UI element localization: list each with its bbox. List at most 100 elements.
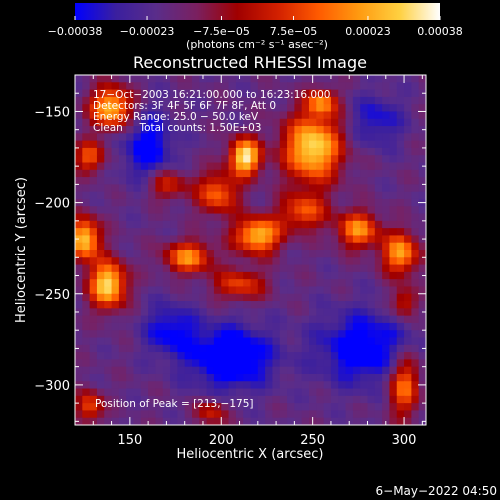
heatmap-cell bbox=[170, 206, 178, 215]
heatmap-cell bbox=[221, 242, 230, 251]
heatmap-cell bbox=[352, 89, 361, 98]
heatmap-cell bbox=[330, 228, 339, 237]
heatmap-cell bbox=[235, 271, 244, 280]
heatmap-cell bbox=[235, 213, 244, 222]
heatmap-cell bbox=[162, 257, 171, 266]
heatmap-cell bbox=[279, 126, 288, 134]
heatmap-cell bbox=[82, 118, 91, 127]
heatmap-cell bbox=[118, 286, 127, 295]
heatmap-cell bbox=[89, 82, 98, 91]
heatmap-cell bbox=[118, 169, 127, 178]
heatmap-cell bbox=[243, 235, 252, 244]
heatmap-cell bbox=[301, 89, 310, 98]
heatmap-cell bbox=[309, 242, 317, 251]
heatmap-cell bbox=[404, 250, 412, 258]
heatmap-cell bbox=[206, 213, 215, 222]
heatmap-cell bbox=[89, 198, 98, 207]
heatmap-cell bbox=[96, 315, 105, 324]
heatmap-cell bbox=[133, 315, 142, 324]
heatmap-cell bbox=[265, 228, 274, 237]
heatmap-cell bbox=[418, 206, 426, 215]
heatmap-cell bbox=[279, 184, 288, 193]
heatmap-cell bbox=[243, 220, 252, 229]
heatmap-cell bbox=[206, 271, 215, 280]
heatmap-cell bbox=[301, 198, 310, 207]
heatmap-cell bbox=[213, 228, 222, 237]
heatmap-cell bbox=[104, 293, 113, 302]
heatmap-cell bbox=[382, 403, 391, 412]
heatmap-cell bbox=[82, 293, 91, 302]
heatmap-cell bbox=[148, 395, 157, 404]
heatmap-cell bbox=[338, 177, 347, 185]
heatmap-cell bbox=[287, 257, 295, 266]
heatmap-cell bbox=[111, 308, 120, 317]
heatmap-cell bbox=[265, 235, 274, 244]
heatmap-cell bbox=[396, 264, 405, 273]
heatmap-cell bbox=[367, 213, 376, 222]
heatmap-cell bbox=[89, 169, 98, 178]
heatmap-cell bbox=[374, 155, 383, 164]
heatmap-cell bbox=[294, 366, 303, 375]
heatmap-cell bbox=[243, 104, 252, 113]
heatmap-cell bbox=[82, 322, 91, 331]
heatmap-cell bbox=[382, 410, 391, 419]
heatmap-cell bbox=[382, 242, 391, 251]
heatmap-cell bbox=[170, 220, 178, 229]
heatmap-cell bbox=[75, 322, 83, 331]
heatmap-cell bbox=[111, 344, 120, 353]
heatmap-cell bbox=[338, 75, 347, 83]
heatmap-cell bbox=[374, 359, 383, 368]
heatmap-cell bbox=[177, 395, 186, 404]
heatmap-cell bbox=[170, 322, 178, 331]
heatmap-cell bbox=[418, 410, 426, 419]
heatmap-cell bbox=[118, 403, 127, 412]
heatmap-cell bbox=[82, 177, 91, 185]
heatmap-cell bbox=[192, 155, 200, 164]
heatmap-cell bbox=[104, 308, 113, 317]
heatmap-cell bbox=[330, 395, 339, 404]
heatmap-cell bbox=[228, 395, 237, 404]
heatmap-cell bbox=[235, 359, 244, 368]
heatmap-cell bbox=[96, 184, 105, 193]
heatmap-cell bbox=[162, 133, 171, 142]
heatmap-cell bbox=[360, 118, 369, 127]
heatmap-cell bbox=[404, 293, 412, 302]
heatmap-cell bbox=[89, 344, 98, 353]
heatmap-cell bbox=[104, 250, 113, 258]
heatmap-cell bbox=[206, 155, 215, 164]
heatmap-cell bbox=[272, 184, 281, 193]
heatmap-cell bbox=[367, 286, 376, 295]
heatmap-cell bbox=[184, 147, 193, 156]
heatmap-cell bbox=[316, 250, 325, 258]
heatmap-cell bbox=[301, 220, 310, 229]
heatmap-cell bbox=[243, 184, 252, 193]
heatmap-cell bbox=[367, 315, 376, 324]
heatmap-cell bbox=[82, 220, 91, 229]
heatmap-cell bbox=[309, 301, 317, 309]
heatmap-cell bbox=[206, 410, 215, 419]
heatmap-cell bbox=[360, 315, 369, 324]
heatmap-cell bbox=[140, 147, 149, 156]
heatmap-cell bbox=[411, 169, 420, 178]
heatmap-cell bbox=[360, 184, 369, 193]
heatmap-cell bbox=[118, 235, 127, 244]
heatmap-cell bbox=[235, 133, 244, 142]
heatmap-cell bbox=[235, 337, 244, 346]
heatmap-cell bbox=[338, 279, 347, 288]
heatmap-cell bbox=[257, 198, 266, 207]
heatmap-cell bbox=[404, 315, 412, 324]
heatmap-cell bbox=[250, 395, 259, 404]
heatmap-cell bbox=[192, 279, 200, 288]
heatmap-cell bbox=[272, 104, 281, 113]
heatmap-cell bbox=[265, 286, 274, 295]
heatmap-cell bbox=[199, 250, 208, 258]
heatmap-cell bbox=[345, 191, 354, 200]
heatmap-cell bbox=[250, 147, 259, 156]
heatmap-cell bbox=[265, 279, 274, 288]
heatmap-cell bbox=[309, 213, 317, 222]
heatmap-cell bbox=[301, 213, 310, 222]
heatmap-cell bbox=[418, 315, 426, 324]
heatmap-cell bbox=[323, 279, 332, 288]
heatmap-cell bbox=[404, 410, 412, 419]
heatmap-cell bbox=[294, 337, 303, 346]
